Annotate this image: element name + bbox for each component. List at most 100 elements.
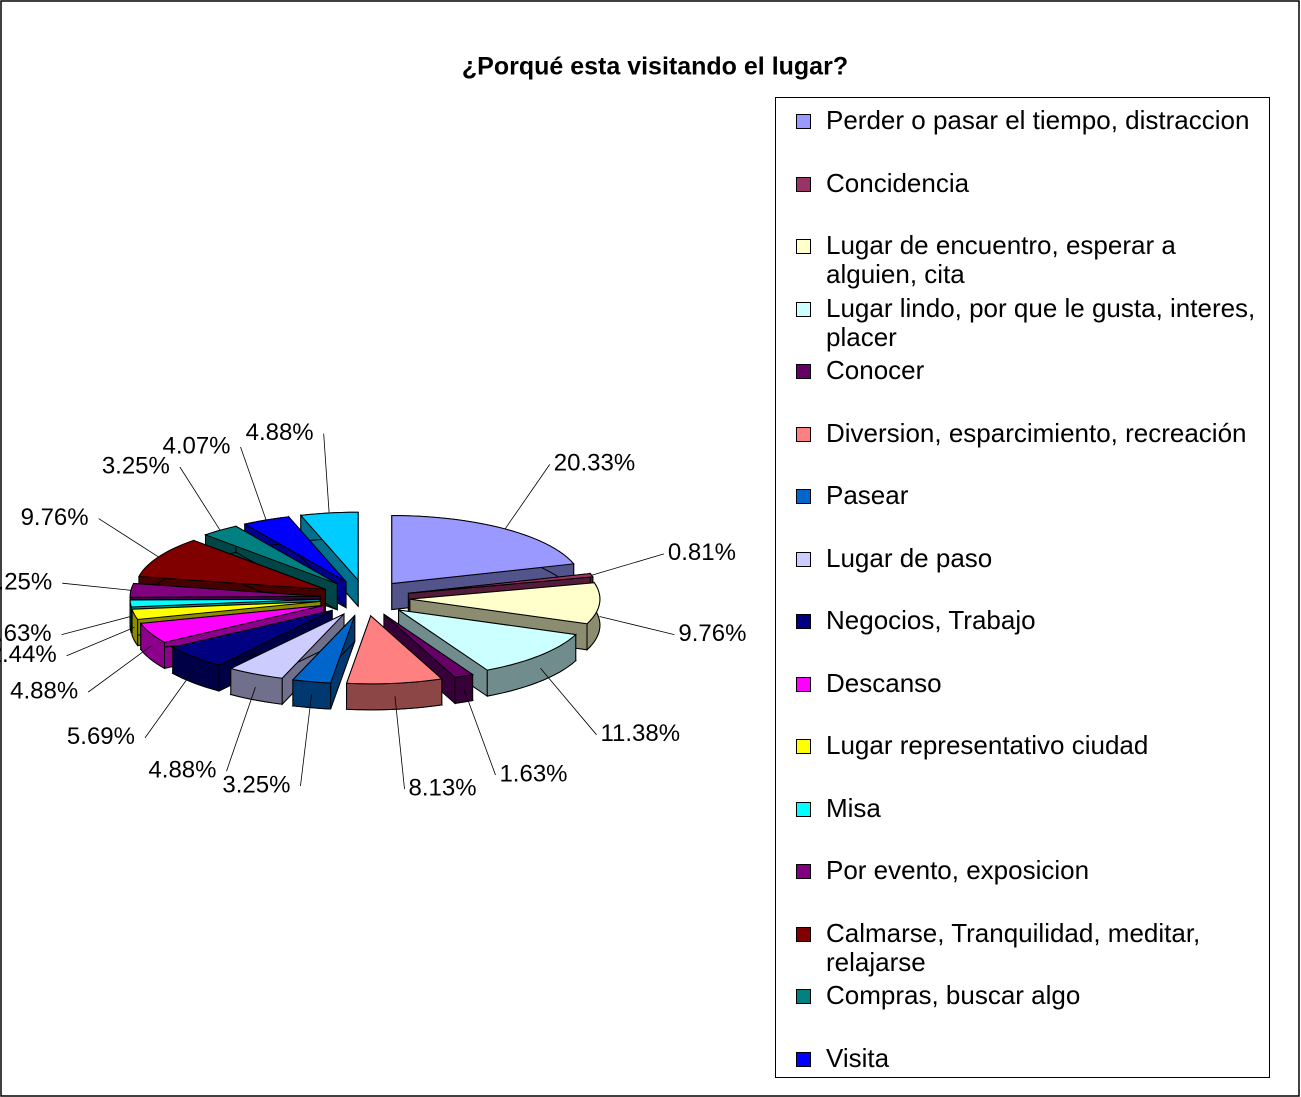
data-label: 9.76%: [678, 620, 746, 647]
legend-swatch: [796, 801, 811, 817]
legend-swatch: [796, 926, 811, 942]
legend-item: Lugar lindo, por que le gusta, interes, …: [796, 292, 1259, 357]
legend-swatch: [796, 989, 811, 1004]
data-label: 4.88%: [246, 419, 314, 446]
legend-swatch: [796, 1051, 811, 1067]
slice: [129, 582, 321, 598]
slice: [229, 613, 345, 679]
data-label: 3.25%: [0, 569, 52, 596]
slice: [383, 613, 474, 678]
legend-label: Diversion, esparcimiento, recreación: [826, 417, 1247, 448]
leader-line: [179, 466, 221, 531]
legend-swatch: [796, 301, 811, 317]
legend-label: Conocer: [826, 355, 925, 385]
legend-swatch: [796, 614, 811, 629]
legend-label: Descanso: [826, 667, 942, 698]
leader-line: [591, 553, 665, 576]
slice: [391, 515, 575, 585]
slice: [299, 511, 359, 582]
legend-swatch: [796, 426, 811, 442]
legend-label: Por evento, exposicion: [826, 855, 1090, 885]
legend-item: Lugar de encuentro, esperar a alguien, c…: [796, 231, 1259, 294]
leader-line: [599, 616, 675, 635]
leader-line: [300, 694, 312, 787]
data-label: 4.88%: [10, 677, 78, 704]
slice: [345, 614, 443, 685]
legend-item: Negocios, Trabajo: [796, 606, 1259, 669]
data-label: 1.63%: [0, 620, 52, 647]
legend-item: Diversion, esparcimiento, recreación: [796, 417, 1259, 482]
legend-item: Visita: [796, 1042, 1259, 1097]
leader-line: [504, 464, 551, 530]
legend-label: Misa: [826, 792, 881, 823]
legend-item: Lugar de paso: [796, 542, 1259, 607]
leader-line: [323, 433, 330, 514]
leader-line: [61, 616, 131, 636]
data-label: 4.88%: [148, 757, 216, 784]
data-label: 20.33%: [554, 450, 635, 477]
chart-title: ¿Porqué esta visitando el lugar?: [462, 53, 848, 81]
legend-item: Conocer: [796, 356, 1259, 419]
data-label: 4.07%: [162, 432, 230, 459]
legend-label: Lugar de encuentro, esperar a alguien, c…: [826, 230, 1176, 289]
slice-wall: [454, 673, 474, 704]
slice: [409, 582, 601, 625]
leader-line: [463, 688, 496, 776]
data-label: 0.81%: [668, 539, 736, 566]
slice: [131, 600, 321, 621]
legend-swatch: [796, 176, 811, 192]
leader-line: [144, 669, 194, 739]
legend-item: Pasear: [796, 481, 1259, 544]
data-label: 8.13%: [409, 774, 477, 801]
legend-swatch: [796, 364, 811, 379]
slice: [408, 573, 594, 594]
leader-line: [540, 667, 597, 735]
data-label: 1.63%: [499, 760, 567, 787]
slice: [291, 615, 356, 684]
legend-swatch: [796, 676, 811, 692]
data-label: 2.44%: [0, 641, 57, 668]
legend-item: Descanso: [796, 667, 1259, 732]
slice: [129, 598, 321, 608]
leader-line: [226, 686, 256, 772]
slice: [203, 525, 338, 585]
data-label: 9.76%: [21, 504, 89, 531]
legend-swatch: [796, 489, 811, 504]
legend-item: Por evento, exposicion: [796, 856, 1259, 919]
legend-label: Negocios, Trabajo: [826, 605, 1036, 635]
legend-label: Pasear: [826, 480, 909, 510]
data-label: 3.25%: [102, 452, 170, 479]
legend-swatch: [796, 864, 811, 879]
legend-swatch: [796, 114, 811, 129]
legend-label: Lugar representativo ciudad: [826, 730, 1149, 760]
leader-line: [66, 627, 135, 657]
data-label: 11.38%: [600, 720, 680, 747]
leader-line: [87, 645, 151, 693]
legend-label: Concidencia: [826, 167, 970, 198]
legend: Perder o pasar el tiempo, distraccion Con…: [775, 97, 1270, 1078]
slice: [398, 609, 577, 671]
leader-line: [98, 518, 159, 558]
legend-label: Lugar lindo, por que le gusta, interes, …: [826, 292, 1256, 352]
slice: [139, 604, 325, 643]
slice: [138, 539, 326, 590]
legend-item: Lugar representativo ciudad: [796, 731, 1259, 794]
legend-item: Misa: [796, 792, 1259, 857]
slice: [171, 609, 333, 666]
leader-line: [394, 696, 405, 790]
legend-item: Concidencia: [796, 167, 1259, 232]
legend-item: Compras, buscar algo: [796, 981, 1259, 1044]
legend-label: Lugar de paso: [826, 542, 993, 573]
legend-label: Perder o pasar el tiempo, distraccion: [826, 105, 1250, 135]
legend-item: Perder o pasar el tiempo, distraccion: [796, 106, 1259, 169]
data-label: 5.69%: [67, 723, 135, 750]
legend-label: Visita: [826, 1042, 890, 1073]
legend-swatch: [796, 551, 811, 567]
legend-swatch: [796, 239, 811, 254]
legend-label: Calmarse, Tranquilidad, meditar, relajar…: [826, 917, 1201, 977]
slice-wall: [292, 679, 332, 710]
legend-item: Calmarse, Tranquilidad, meditar, relajar…: [796, 917, 1259, 982]
legend-swatch: [796, 739, 811, 754]
